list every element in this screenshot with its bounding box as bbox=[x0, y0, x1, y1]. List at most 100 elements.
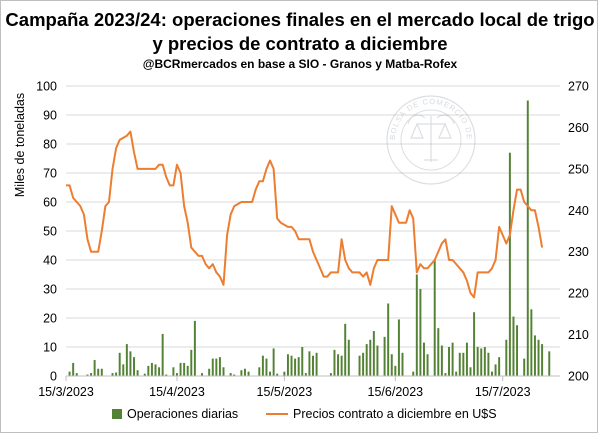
legend-swatch-bars bbox=[112, 409, 122, 419]
y-axis-left-label: Miles de toneladas bbox=[13, 93, 27, 197]
y-right-tick-label: 230 bbox=[568, 245, 589, 259]
bar bbox=[190, 349, 193, 376]
chart-title: Campaña 2023/24: operaciones finales en … bbox=[5, 9, 595, 54]
bar bbox=[193, 320, 196, 376]
bar bbox=[469, 367, 472, 376]
bar bbox=[201, 373, 204, 376]
bar-series bbox=[68, 100, 551, 376]
y-left-tick-label: 40 bbox=[43, 254, 57, 268]
bar bbox=[304, 373, 307, 376]
y-left-tick-label: 30 bbox=[43, 283, 57, 297]
bar bbox=[387, 303, 390, 376]
x-tick-label: 15/5/2023 bbox=[257, 385, 313, 399]
bar bbox=[229, 373, 232, 376]
bar bbox=[347, 339, 350, 376]
y-left-tick-label: 70 bbox=[43, 167, 57, 181]
bar bbox=[240, 370, 243, 376]
bar bbox=[333, 349, 336, 376]
bar bbox=[136, 370, 139, 376]
bar bbox=[505, 339, 508, 376]
bar bbox=[412, 371, 415, 376]
bar bbox=[369, 339, 372, 376]
bar bbox=[526, 100, 529, 376]
chart-subtitle: @BCRmercados en base a SIO - Granos y Ma… bbox=[142, 57, 458, 71]
bar bbox=[233, 374, 236, 376]
bar bbox=[179, 362, 182, 376]
y-left-tick-label: 50 bbox=[43, 225, 57, 239]
y-right-tick-label: 210 bbox=[568, 328, 589, 342]
bar bbox=[372, 331, 375, 376]
y-left-tick-label: 20 bbox=[43, 312, 57, 326]
y-left-tick-label: 100 bbox=[36, 80, 57, 94]
bar bbox=[476, 347, 479, 376]
bar bbox=[523, 358, 526, 376]
bar bbox=[498, 357, 501, 376]
bar bbox=[426, 354, 429, 376]
bar bbox=[183, 362, 186, 376]
bar bbox=[115, 372, 118, 376]
bar bbox=[147, 365, 150, 376]
bar bbox=[308, 351, 311, 376]
y-left-tick-label: 0 bbox=[50, 370, 57, 384]
bar bbox=[215, 358, 218, 376]
bar bbox=[415, 274, 418, 376]
bar bbox=[218, 357, 221, 376]
svg-text:BOLSA DE COMERCIO DE ROSARIO: BOLSA DE COMERCIO DE ROSARIO bbox=[0, 0, 474, 140]
bcr-seal-watermark: BOLSA DE COMERCIO DE ROSARIO bbox=[0, 0, 476, 185]
bar bbox=[161, 333, 164, 376]
bar bbox=[301, 347, 304, 376]
y-right-tick-label: 220 bbox=[568, 287, 589, 301]
bar bbox=[329, 373, 332, 376]
bar bbox=[172, 367, 175, 376]
axes: 0 10 20 30 40 50 60 70 80 90 100 200 210 220 230 240 250… bbox=[36, 80, 589, 400]
bar bbox=[165, 374, 168, 376]
bar bbox=[419, 289, 422, 376]
bar bbox=[508, 152, 511, 376]
bar bbox=[533, 335, 536, 376]
bar bbox=[72, 362, 75, 376]
bar bbox=[125, 344, 128, 376]
bar bbox=[462, 352, 465, 376]
bar bbox=[86, 374, 89, 376]
bar bbox=[344, 323, 347, 376]
bar bbox=[100, 368, 103, 376]
bar bbox=[312, 355, 314, 376]
x-tick-label: 15/4/2023 bbox=[149, 385, 205, 399]
x-tick-label: 15/7/2023 bbox=[475, 385, 531, 399]
bar bbox=[143, 373, 146, 376]
bar bbox=[294, 358, 297, 376]
bar bbox=[422, 342, 425, 376]
bar bbox=[365, 344, 368, 376]
bar bbox=[150, 362, 153, 376]
bar bbox=[247, 371, 250, 376]
bar bbox=[516, 325, 519, 376]
bar bbox=[362, 352, 365, 376]
bar bbox=[175, 373, 178, 376]
bar bbox=[494, 364, 497, 376]
bar bbox=[337, 354, 340, 376]
bar bbox=[487, 352, 490, 376]
y-right-tick-label: 240 bbox=[568, 204, 589, 218]
x-tick-label: 15/3/2023 bbox=[38, 385, 94, 399]
bar bbox=[340, 355, 343, 376]
bar bbox=[290, 355, 293, 376]
y-left-tick-label: 10 bbox=[43, 341, 57, 355]
y-left-tick-label: 80 bbox=[43, 138, 57, 152]
bar bbox=[401, 352, 404, 376]
bar bbox=[283, 371, 286, 376]
bar bbox=[286, 354, 289, 376]
bar bbox=[458, 352, 461, 376]
legend-label-line: Precios contrato a diciembre en U$S bbox=[293, 407, 497, 421]
bar bbox=[118, 352, 121, 376]
y-left-tick-label: 90 bbox=[43, 109, 57, 123]
bar bbox=[244, 368, 246, 376]
bar bbox=[541, 344, 544, 376]
line-series bbox=[66, 130, 544, 299]
bar bbox=[394, 365, 397, 376]
y-right-tick-label: 200 bbox=[568, 370, 589, 384]
bar bbox=[158, 367, 161, 376]
bar bbox=[258, 367, 261, 376]
bar bbox=[269, 371, 272, 376]
bar bbox=[133, 357, 135, 376]
